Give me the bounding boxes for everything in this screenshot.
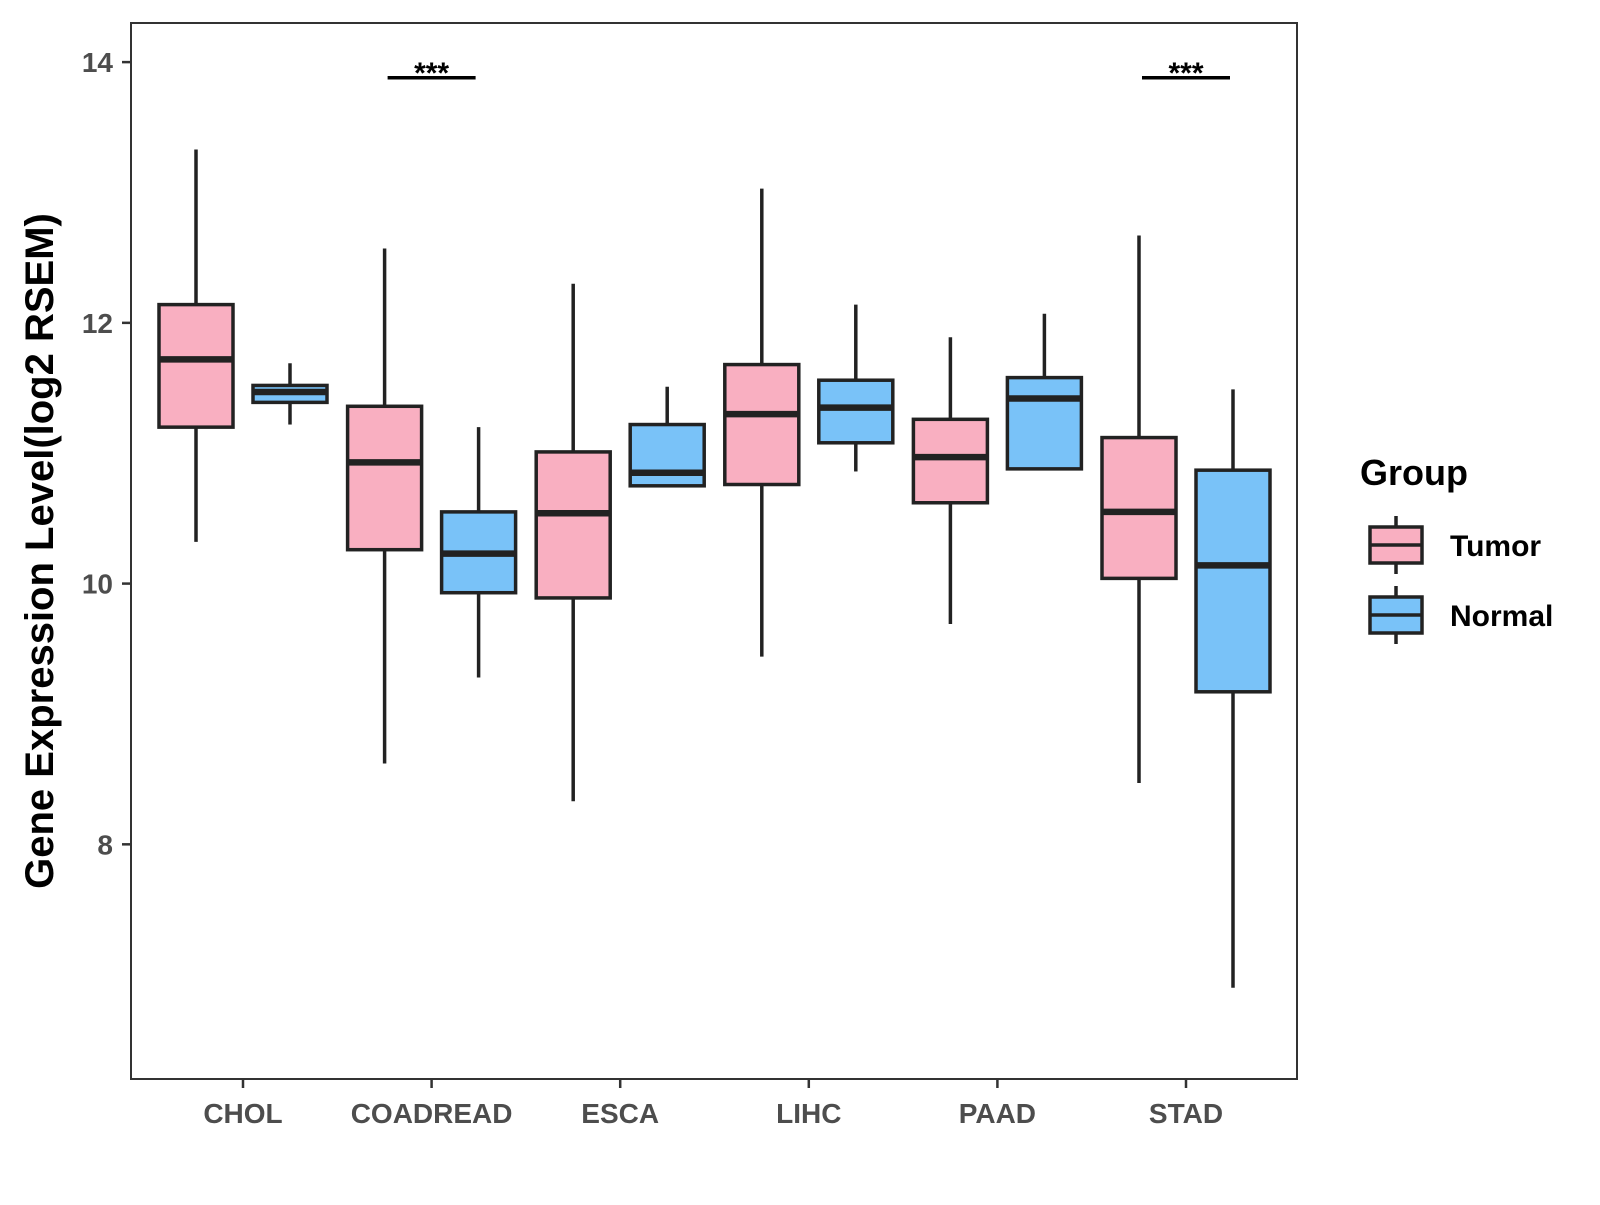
box-body — [157, 302, 235, 429]
y-tick-label: 12 — [82, 308, 113, 339]
box-body — [1005, 375, 1084, 471]
box-body — [345, 404, 424, 552]
legend-label: Normal — [1450, 600, 1553, 633]
box-body — [628, 422, 706, 488]
box-normal-coadread — [439, 427, 518, 678]
box-body — [817, 378, 895, 445]
legend-title: Group — [1360, 452, 1468, 493]
y-axis-title: Gene Expression Level(log2 RSEM) — [18, 213, 62, 889]
legend: Group Tumor Normal — [1360, 452, 1553, 644]
x-tick-label: LIHC — [776, 1098, 841, 1129]
box-body — [723, 362, 801, 487]
box-tumor-chol — [157, 149, 235, 542]
y-tick-label: 14 — [82, 47, 114, 78]
box-normal-chol — [251, 363, 329, 425]
plot-area: *** *** — [157, 57, 1272, 988]
x-tick-label: STAD — [1149, 1098, 1223, 1129]
x-tick-label: COADREAD — [351, 1098, 513, 1129]
box-normal-paad — [1005, 313, 1084, 471]
box-tumor-stad — [1100, 235, 1178, 784]
box-tumor-esca — [534, 283, 612, 802]
box-body — [1100, 435, 1178, 581]
box-normal-lihc — [817, 304, 895, 472]
significance-label: *** — [414, 57, 449, 90]
legend-label: Tumor — [1450, 530, 1541, 563]
x-tick-label: ESCA — [581, 1098, 659, 1129]
legend-item-normal: Normal — [1368, 586, 1553, 644]
box-tumor-coadread — [345, 248, 424, 764]
box-body — [911, 417, 990, 505]
box-tumor-paad — [911, 337, 990, 625]
significance-label: *** — [1168, 57, 1203, 90]
panel-border — [130, 22, 1298, 1080]
legend-item-tumor: Tumor — [1368, 516, 1541, 574]
box-tumor-lihc — [723, 188, 801, 657]
box-normal-esca — [628, 386, 706, 488]
y-tick-label: 10 — [82, 569, 113, 600]
box-body — [534, 450, 612, 600]
axes: 8 10 12 14 CHOL COADREAD ESCA LIHC PAAD STAD Gene … — [18, 22, 1298, 1129]
y-tick-label: 8 — [97, 829, 113, 860]
x-tick-label: CHOL — [203, 1098, 282, 1129]
box-body — [1194, 468, 1272, 694]
x-tick-label: PAAD — [959, 1098, 1036, 1129]
box-normal-stad — [1194, 389, 1272, 988]
